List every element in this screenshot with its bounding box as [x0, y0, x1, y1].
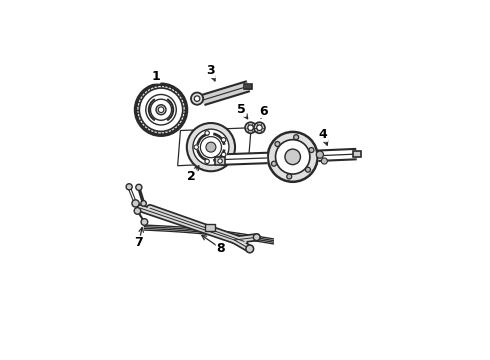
Circle shape [205, 159, 209, 163]
Circle shape [156, 105, 166, 115]
Circle shape [253, 234, 260, 240]
Text: 1: 1 [151, 70, 160, 83]
Circle shape [139, 88, 183, 131]
Circle shape [141, 201, 147, 206]
Text: 4: 4 [319, 128, 328, 141]
Circle shape [294, 135, 299, 140]
Circle shape [158, 107, 164, 112]
Text: 8: 8 [216, 242, 225, 255]
Circle shape [221, 138, 226, 142]
Circle shape [136, 184, 142, 190]
Circle shape [187, 123, 235, 171]
Circle shape [309, 148, 314, 153]
Circle shape [194, 145, 198, 149]
Circle shape [195, 96, 200, 102]
Text: 5: 5 [237, 103, 246, 116]
Circle shape [287, 174, 292, 179]
Circle shape [146, 94, 176, 125]
Circle shape [245, 122, 256, 133]
Circle shape [191, 93, 203, 105]
Text: 7: 7 [134, 236, 143, 249]
Circle shape [200, 136, 221, 158]
Circle shape [285, 149, 300, 165]
Circle shape [206, 142, 216, 152]
Circle shape [275, 140, 310, 174]
Circle shape [305, 167, 311, 172]
Circle shape [257, 125, 262, 131]
FancyBboxPatch shape [245, 84, 252, 89]
Circle shape [205, 131, 209, 135]
Circle shape [221, 152, 226, 157]
Circle shape [132, 200, 139, 207]
Circle shape [246, 245, 254, 253]
Circle shape [218, 159, 222, 163]
Circle shape [193, 129, 229, 165]
Circle shape [254, 122, 265, 133]
FancyBboxPatch shape [353, 151, 361, 157]
Circle shape [271, 161, 276, 166]
Circle shape [275, 141, 280, 147]
Circle shape [126, 184, 132, 190]
Circle shape [316, 151, 323, 158]
Circle shape [248, 125, 253, 131]
Circle shape [321, 158, 327, 164]
FancyBboxPatch shape [204, 224, 215, 231]
Circle shape [150, 99, 172, 120]
Text: 3: 3 [207, 64, 215, 77]
Text: 6: 6 [260, 105, 268, 118]
Circle shape [136, 84, 187, 135]
Circle shape [268, 132, 318, 182]
Circle shape [141, 219, 147, 225]
FancyBboxPatch shape [215, 157, 225, 165]
Circle shape [134, 208, 141, 214]
Text: 2: 2 [187, 170, 196, 183]
